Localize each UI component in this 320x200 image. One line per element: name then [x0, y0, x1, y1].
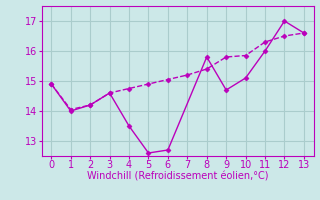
X-axis label: Windchill (Refroidissement éolien,°C): Windchill (Refroidissement éolien,°C): [87, 172, 268, 182]
